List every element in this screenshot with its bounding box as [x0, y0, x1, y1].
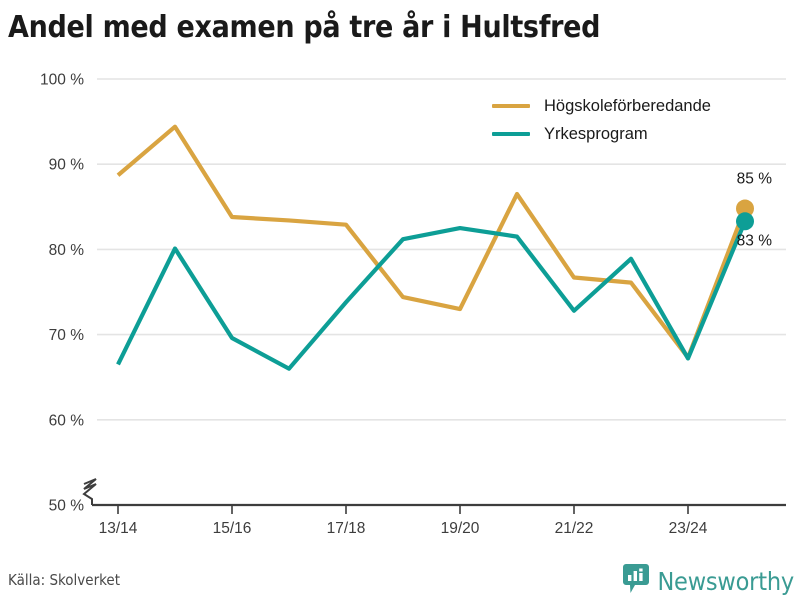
- endpoint-marker-högskoleförberedande: [736, 199, 754, 218]
- legend-label-hogskoleforberedande: Högskoleförberedande: [544, 96, 711, 115]
- endpoint-value-label-högskoleförberedande: 85 %: [737, 171, 773, 188]
- page-title: Andel med examen på tre år i Hultsfred: [8, 10, 601, 45]
- legend-item-yrkesprogram[interactable]: Yrkesprogram: [492, 120, 711, 148]
- x-axis-tick-label: 15/16: [213, 520, 252, 537]
- y-axis-tick-label: 80 %: [49, 242, 85, 259]
- x-axis-tick-label: 17/18: [327, 520, 366, 537]
- y-axis-labels-group: 50 % 60 % 70 % 80 % 90 % 100 %: [40, 72, 84, 515]
- legend-swatch-hogskoleforberedande: [492, 103, 530, 109]
- y-axis-tick-label: 90 %: [49, 157, 85, 174]
- x-axis-group: 13/14 15/16 17/18 19/20 21/22 23/24: [82, 478, 786, 537]
- x-axis-tick-label: 23/24: [669, 520, 708, 537]
- data-series-group: [116, 124, 747, 371]
- y-axis-tick-label: 50 %: [49, 498, 85, 515]
- endpoint-markers-group: 85 % 83 %: [736, 171, 773, 249]
- brand-name: Newsworthy: [657, 566, 794, 596]
- source-caption: Källa: Skolverket: [8, 571, 121, 589]
- brand-logo[interactable]: Newsworthy: [623, 563, 794, 599]
- y-axis-tick-label: 60 %: [49, 412, 85, 429]
- bar-chart-bubble-icon: [623, 563, 650, 599]
- y-axis-tick-label: 70 %: [49, 327, 85, 344]
- series-line-yrkesprogram: [116, 220, 747, 371]
- x-axis-tick-label: 13/14: [99, 520, 138, 537]
- chart-legend: Högskoleförberedande Yrkesprogram: [492, 92, 711, 148]
- endpoint-marker-yrkesprogram: [736, 212, 754, 231]
- x-axis-tick-label: 21/22: [555, 520, 594, 537]
- y-axis-tick-label: 100 %: [40, 72, 84, 89]
- legend-label-yrkesprogram: Yrkesprogram: [544, 124, 648, 143]
- gridlines-group: [97, 78, 786, 421]
- endpoint-value-label-yrkesprogram: 83 %: [737, 232, 773, 249]
- x-axis-tick-label: 19/20: [441, 520, 480, 537]
- y-axis-break-icon: [82, 478, 97, 505]
- legend-swatch-yrkesprogram: [492, 131, 530, 137]
- legend-item-hogskoleforberedande[interactable]: Högskoleförberedande: [492, 92, 711, 120]
- series-line-högskoleförberedande: [116, 124, 747, 360]
